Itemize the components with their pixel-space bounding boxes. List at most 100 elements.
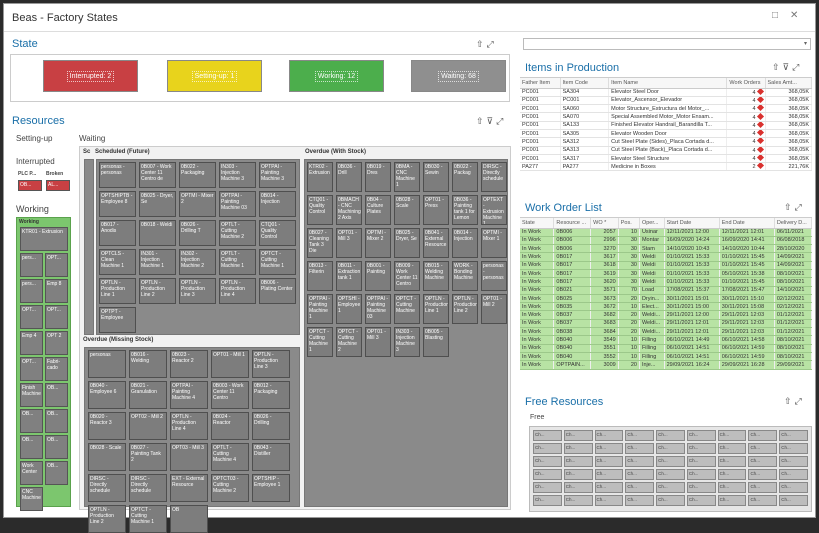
working-resource-tile[interactable]: OB... (45, 383, 68, 407)
table-row[interactable]: In Work 0B017 3620 30 Weldi 01/10/2021 15:33 0… (520, 277, 812, 287)
missing-stock-resource-tile[interactable]: 0B023 - Reactor 2 (170, 350, 208, 378)
future-resource-tile[interactable]: OPTPAI - Painting Machine 3 (259, 162, 296, 188)
free-resource-tile[interactable]: Ch... (625, 495, 655, 506)
table-row[interactable]: PC001 SA317 Elevator Steel Structure 4 368,0… (520, 154, 812, 164)
export-icon[interactable]: ⇧ (476, 116, 487, 126)
state-bar[interactable]: Interrupted: 2 (43, 60, 138, 92)
stock-resource-tile[interactable]: 0B001 - Painting (365, 261, 391, 291)
stock-resource-tile[interactable]: 0B005 - Blasting (423, 327, 449, 357)
wo-col-header[interactable]: State (520, 218, 555, 229)
future-resource-tile[interactable]: OPTLN - Production Line 2 (139, 278, 176, 304)
stock-resource-tile[interactable]: 0B011 - Extraction tank 1 (336, 261, 362, 291)
table-row[interactable]: In Work 0B017 3617 30 Weldi 01/10/2021 15:33 0… (520, 252, 812, 262)
free-resource-tile[interactable]: Ch... (563, 469, 593, 480)
stock-resource-tile[interactable]: 0B014 - Injection (452, 228, 478, 258)
future-resource-tile[interactable]: 0B006 - Plating Center (259, 278, 296, 304)
table-row[interactable]: In Work OPTPAIN... 3009 20 Inje... 29/09/2021… (520, 360, 812, 370)
stock-resource-tile[interactable]: OPTLN - Production Line 1 (423, 294, 449, 324)
free-resource-tile[interactable]: Ch... (594, 482, 624, 493)
table-row[interactable]: In Work 0B017 3619 30 Weldi 01/10/2021 15:33 0… (520, 269, 812, 279)
free-resource-tile[interactable]: Ch... (625, 443, 655, 454)
stock-resource-tile[interactable]: 0B025 - Dryer, Se (394, 228, 420, 258)
close-icon[interactable]: ✕ (790, 10, 799, 21)
missing-stock-resource-tile[interactable]: 0B026 - Drilling (252, 412, 290, 440)
stock-resource-tile[interactable]: OPTPAI - Painting Machine 03 (365, 294, 391, 324)
stock-resource-tile[interactable]: 0B009 - Work Center 11 Centro (394, 261, 420, 291)
free-resource-tile[interactable]: Ch... (779, 456, 808, 467)
items-col-header[interactable]: Item Code (560, 78, 610, 89)
expand-icon[interactable]: ⤢ (792, 62, 803, 72)
wo-col-header[interactable]: Start Date (664, 218, 720, 229)
missing-stock-resource-tile[interactable]: OPTLT - Cutting Machine 4 (211, 443, 249, 471)
future-resource-tile[interactable]: OPTCLS - Clean Machine 1 (99, 249, 136, 275)
table-row[interactable]: In Work 0B035 3672 10 Elect... 30/11/2021 15:… (520, 302, 812, 312)
free-resource-tile[interactable]: Ch... (686, 482, 716, 493)
free-resource-tile[interactable]: Ch... (717, 469, 747, 480)
future-resource-tile[interactable]: personas - personas (99, 162, 136, 188)
free-resource-tile[interactable]: Ch... (748, 482, 778, 493)
future-resource-tile[interactable]: 0B017 - Anodis (99, 220, 136, 246)
free-resource-tile[interactable]: Ch... (563, 456, 593, 467)
free-resource-tile[interactable]: Ch... (686, 469, 716, 480)
missing-stock-resource-tile[interactable]: DIRSC - Directly schedule (88, 474, 126, 502)
missing-stock-resource-tile[interactable]: OPT02 - Mill 2 (129, 412, 167, 440)
missing-stock-resource-tile[interactable]: OPTLN - Production Line 3 (252, 350, 290, 378)
future-resource-tile[interactable]: OPTMI - Mixer 2 (179, 191, 216, 217)
stock-resource-tile[interactable]: 0B030 - Sewin (423, 162, 449, 192)
stock-resource-tile[interactable]: OPTMI - Mixer 1 (481, 228, 507, 258)
wo-col-header[interactable]: Oper... (639, 218, 665, 229)
free-resource-tile[interactable]: Ch... (594, 430, 624, 441)
expand-icon[interactable]: ⤢ (486, 39, 497, 49)
working-resource-tile[interactable]: OPT 2 (45, 331, 68, 355)
missing-stock-resource-tile[interactable]: 0B043 - Distiller (252, 443, 290, 471)
free-resource-tile[interactable]: Ch... (686, 456, 716, 467)
working-resource-tile[interactable]: Fabri-cado (45, 357, 68, 381)
stock-resource-tile[interactable]: OPTCT - Cutting Machine 2 (336, 327, 362, 357)
working-resource-tile[interactable]: OB... (45, 409, 68, 433)
working-resource-tile[interactable]: OB... (20, 409, 43, 433)
free-resource-tile[interactable]: Ch... (779, 443, 808, 454)
stock-resource-tile[interactable]: 0B041 - External Resource (423, 228, 449, 258)
table-row[interactable]: PC001 SA133 Finished Elevator Handrail_Bar… (520, 121, 812, 131)
table-row[interactable]: PC001 SA313 Cut Steel Plate (Back)_Placa C… (520, 146, 812, 155)
free-resource-tile[interactable]: Ch... (717, 443, 747, 454)
free-resource-tile[interactable]: Ch... (717, 456, 747, 467)
maximize-icon[interactable]: □ (772, 10, 779, 21)
working-resource-tile[interactable]: Work Center (20, 461, 43, 485)
export-icon[interactable]: ⇧ (784, 202, 795, 212)
missing-stock-resource-tile[interactable]: OPTCT03 - Cutting Machine 2 (211, 474, 249, 502)
stock-resource-tile[interactable]: 0B027 - Cleaning Tank 3 Die (307, 228, 333, 258)
table-row[interactable]: In Work 0B006 3270 30 Stam 14/10/2020 10:43 14… (520, 244, 812, 254)
working-resource-tile[interactable]: OB... (20, 435, 43, 459)
future-resource-tile[interactable]: OPTPT - Employee (99, 307, 136, 333)
free-resource-tile[interactable]: Ch... (625, 456, 655, 467)
stock-resource-tile[interactable]: OPTMI - Mixer 2 (365, 228, 391, 258)
missing-stock-resource-tile[interactable]: EXT - External Resource (170, 474, 208, 502)
stock-resource-tile[interactable]: 0B022 - Packag (452, 162, 478, 192)
stock-resource-tile[interactable]: KTR02 - Extrusion (307, 162, 333, 192)
table-row[interactable]: PC001 SA312 Cut Steel Plate (Sides)_Placa … (520, 137, 812, 147)
export-icon[interactable]: ⇧ (772, 62, 783, 72)
free-resource-tile[interactable]: Ch... (717, 430, 747, 441)
filter-icon[interactable]: ⊽ (486, 116, 497, 126)
table-row[interactable]: In Work 0B037 3683 20 Weldi... 29/11/2021 12:… (520, 319, 812, 329)
free-resource-tile[interactable]: Ch... (625, 482, 655, 493)
free-resource-tile[interactable]: Ch... (533, 430, 562, 441)
free-resource-tile[interactable]: Ch... (656, 430, 685, 441)
future-resource-tile[interactable]: OPTLN - Production Line 4 (219, 278, 256, 304)
free-resource-tile[interactable]: Ch... (625, 430, 655, 441)
stock-resource-tile[interactable]: OPTCT - Cutting Machine (394, 294, 420, 324)
stock-resource-tile[interactable]: OPTEXT - Extrusion Machine 1 (481, 195, 507, 225)
working-resource-tile[interactable]: Emp 8 (45, 279, 68, 303)
working-resource-tile[interactable]: OPT... (45, 305, 68, 329)
table-row[interactable]: PC001 SA304 Elevator Steel Door 4 368,05K (520, 88, 812, 97)
wo-col-header[interactable]: Resource ... (553, 218, 592, 229)
missing-stock-resource-tile[interactable]: OPTCT - Cutting Machine 1 (129, 505, 167, 533)
working-resource-tile[interactable]: Finish Machine (20, 383, 43, 407)
stock-resource-tile[interactable]: OPT01 - Mill 3 (336, 228, 362, 258)
future-resource-tile[interactable]: IN303 - Injection Machine 3 (219, 162, 256, 188)
table-row[interactable]: In Work 0B017 3618 30 Weldi 01/10/2021 15:33 0… (520, 261, 812, 271)
working-resource-tile[interactable]: KTR01 - Extrusion (20, 227, 68, 251)
future-resource-tile[interactable]: OPTPAI - Painting Machine 03 (219, 191, 256, 217)
wo-col-header[interactable]: Pos. (618, 218, 640, 229)
